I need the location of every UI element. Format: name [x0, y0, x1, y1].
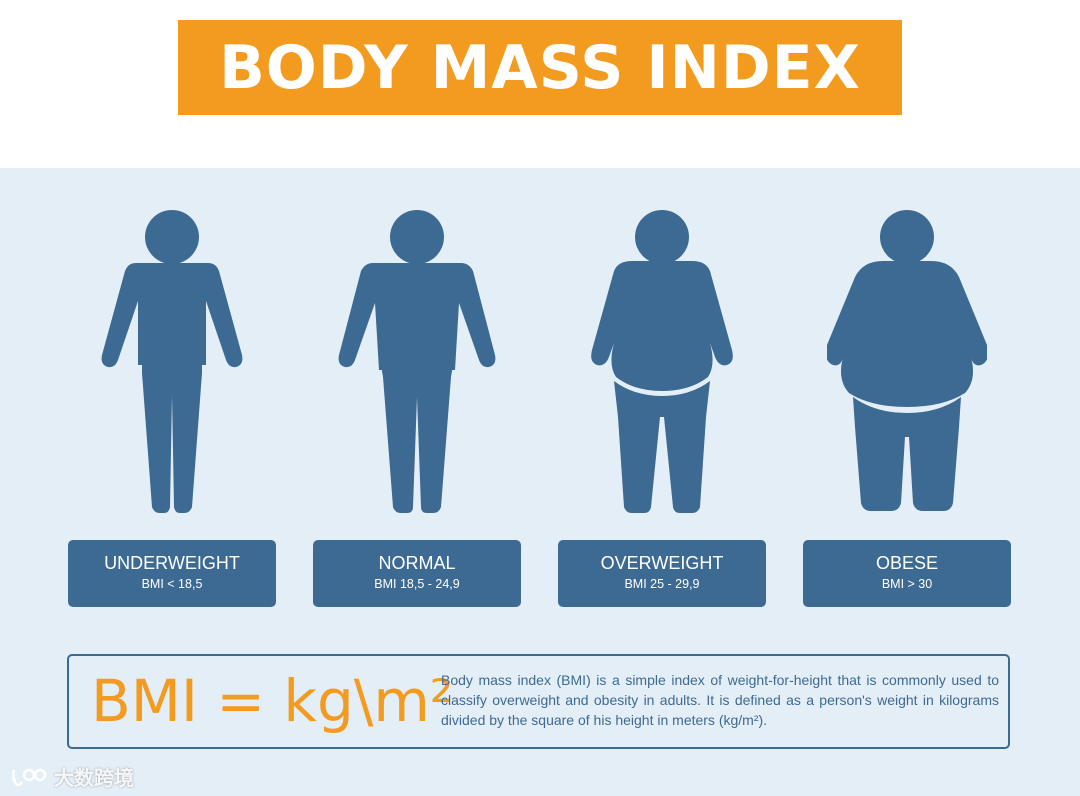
bmi-formula: BMI = kg\m² [91, 667, 454, 735]
category-range: BMI 25 - 29,9 [624, 577, 700, 591]
page-title: BODY MASS INDEX [219, 32, 861, 103]
title-banner: BODY MASS INDEX [178, 20, 902, 115]
category-range: BMI > 30 [881, 577, 933, 591]
category-overweight: OVERWEIGHT BMI 25 - 29,9 [558, 540, 766, 607]
bmi-description: Body mass index (BMI) is a simple index … [441, 672, 999, 728]
overweight-person-icon [582, 205, 742, 515]
category-name: UNDERWEIGHT [104, 553, 240, 573]
watermark-text: 大数跨境 [54, 768, 134, 790]
watermark-logo-icon [12, 768, 47, 786]
formula-box: BMI = kg\m² Body mass index (BMI) is a s… [67, 654, 1010, 749]
category-obese: OBESE BMI > 30 [803, 540, 1011, 607]
watermark: 大数跨境 [10, 762, 134, 791]
category-underweight: UNDERWEIGHT BMI < 18,5 [68, 540, 276, 607]
obese-person-icon [827, 205, 987, 515]
category-range: BMI < 18,5 [141, 577, 203, 591]
category-name: OBESE [875, 553, 939, 573]
category-name: NORMAL [378, 553, 456, 573]
category-normal: NORMAL BMI 18,5 - 24,9 [313, 540, 521, 607]
underweight-person-icon [92, 205, 252, 515]
category-name: OVERWEIGHT [600, 553, 724, 573]
normal-person-icon [337, 205, 497, 515]
category-range: BMI 18,5 - 24,9 [374, 577, 460, 591]
